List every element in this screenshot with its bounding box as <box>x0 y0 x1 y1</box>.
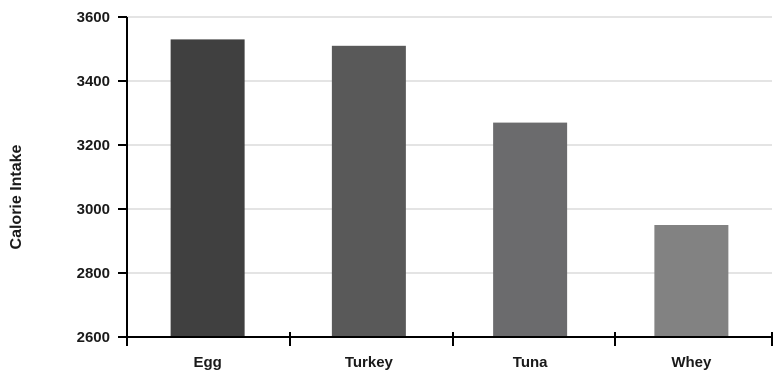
y-tick-label: 3600 <box>77 9 110 26</box>
bar-tuna <box>493 122 568 337</box>
y-tick-label: 2800 <box>77 265 110 282</box>
y-tick-label: 3000 <box>77 201 110 218</box>
y-axis-title: Calorie Intake <box>8 144 25 249</box>
bar-whey <box>654 225 729 337</box>
bar-turkey <box>331 45 406 338</box>
y-tick-label: 3200 <box>77 137 110 154</box>
x-tick-label-whey: Whey <box>671 354 712 371</box>
x-tick-label-turkey: Turkey <box>345 354 394 371</box>
y-axis-ticks: 2600 2800 3000 3200 3400 3600 <box>77 9 127 346</box>
y-tick-label: 2600 <box>77 329 110 346</box>
x-tick-label-egg: Egg <box>193 354 221 371</box>
axes <box>126 17 772 338</box>
x-axis-ticks: Egg Turkey Tuna Whey <box>126 332 773 371</box>
bar-egg <box>170 39 245 338</box>
y-tick-label: 3400 <box>77 73 110 90</box>
x-tick-label-tuna: Tuna <box>513 354 548 371</box>
bars <box>170 39 729 338</box>
